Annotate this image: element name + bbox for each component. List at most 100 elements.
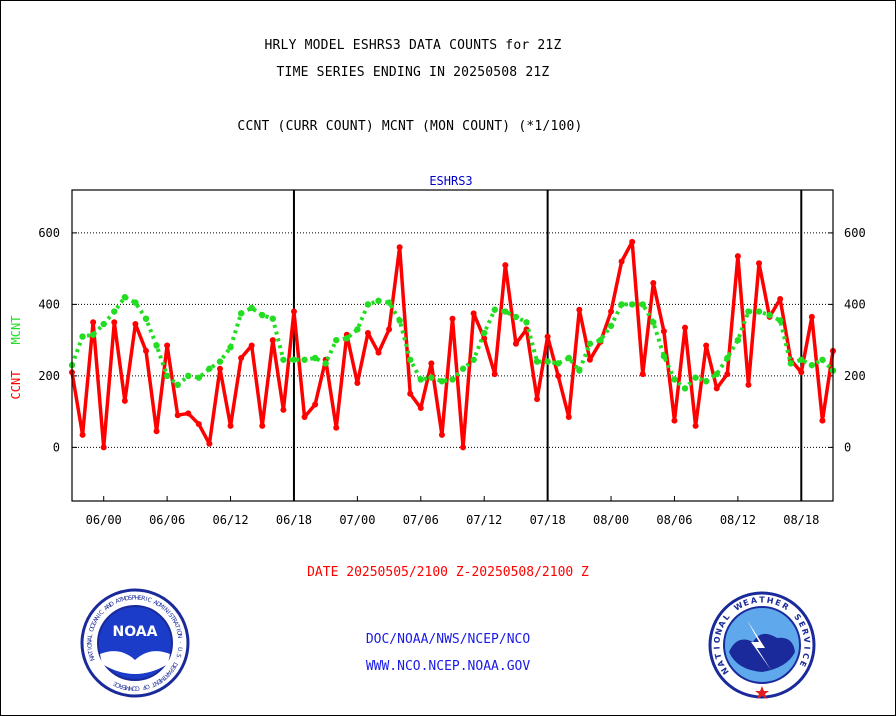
noaa-ring-char: P — [132, 594, 136, 601]
noaa-ring-char: N — [89, 655, 97, 662]
x-tick-label: 07/00 — [339, 513, 375, 527]
noaa-ring-char: S — [174, 653, 182, 659]
ccnt-data-point — [417, 405, 424, 412]
noaa-ring-char: O — [144, 682, 151, 690]
mcnt-data-point — [681, 385, 689, 392]
mcnt-data-point — [163, 372, 171, 380]
ccnt-data-point — [280, 406, 287, 413]
mcnt-data-point — [269, 315, 277, 322]
ccnt-data-point — [555, 372, 562, 379]
ccnt-data-point — [618, 258, 625, 265]
noaa-ring-char: R — [118, 682, 124, 690]
noaa-ring-char: S — [167, 612, 175, 619]
ccnt-data-point — [608, 308, 615, 315]
noaa-ring-char: M — [158, 675, 166, 684]
noaa-ring-char: H — [134, 594, 139, 601]
mcnt-data-point — [702, 378, 710, 385]
noaa-ring-char: E — [138, 595, 143, 602]
noaa-ring-char: A — [88, 651, 96, 658]
y-axis-label-mcnt: MCNT — [9, 316, 23, 345]
ccnt-data-point — [491, 371, 498, 378]
noaa-ring-char: T — [160, 673, 168, 682]
noaa-ring-char: C — [98, 609, 106, 617]
mcnt-data-point — [808, 361, 816, 369]
ccnt-data-point — [386, 326, 393, 333]
mcnt-data-point — [766, 311, 773, 319]
mcnt-data-point — [153, 342, 160, 349]
noaa-ring-char: I — [96, 612, 103, 618]
nws-ring-char: T — [759, 596, 765, 605]
nws-ring-char: E — [742, 598, 750, 608]
noaa-ring-char: N — [153, 679, 160, 687]
noaa-ring-char: R — [163, 671, 171, 679]
noaa-ring-char: N — [94, 614, 102, 622]
mcnt-data-point — [724, 354, 731, 362]
nws-ring-char: C — [801, 652, 811, 660]
nws-ring-char: I — [802, 646, 811, 650]
ccnt-data-point — [544, 333, 551, 340]
noaa-ring-char: T — [150, 680, 157, 688]
ccnt-data-point — [164, 342, 171, 349]
mcnt-data-point — [301, 356, 308, 363]
ccnt-data-point — [629, 238, 636, 245]
mcnt-data-point — [195, 374, 203, 381]
noaa-ring-char: A — [152, 599, 160, 608]
mcnt-data-point — [660, 353, 668, 360]
ccnt-data-point — [481, 335, 488, 342]
nws-ring-char: A — [750, 596, 759, 606]
ccnt-data-point — [301, 413, 308, 420]
nws-ring-char: A — [717, 619, 728, 629]
mcnt-data-point — [89, 331, 97, 338]
mcnt-data-point — [343, 335, 351, 342]
ccnt-data-point — [512, 340, 519, 347]
noaa-ring-char: . — [175, 651, 182, 654]
ccnt-data-point — [734, 253, 741, 260]
nws-ring-char: R — [780, 601, 790, 612]
ccnt-data-point — [703, 342, 710, 349]
mcnt-data-point — [819, 356, 826, 363]
noaa-ring-char: D — [108, 600, 116, 609]
ccnt-data-point — [534, 396, 541, 403]
plot-frame — [71, 189, 834, 502]
ccnt-data-point — [724, 371, 731, 378]
mcnt-data-point — [311, 354, 319, 362]
noaa-ring-char: A — [87, 636, 94, 642]
mcnt-data-point — [565, 354, 572, 362]
ccnt-data-point — [682, 324, 689, 331]
mcnt-data-point — [798, 356, 805, 363]
noaa-ring-char: I — [145, 596, 149, 603]
noaa-ring-char: D — [155, 600, 163, 609]
noaa-ring-char: T — [173, 623, 181, 630]
ccnt-data-point — [364, 329, 371, 336]
mcnt-data-point — [280, 356, 287, 363]
noaa-ring-char: N — [162, 606, 170, 614]
mcnt-data-point — [787, 360, 794, 367]
mcnt-data-point — [544, 358, 551, 365]
mcnt-data-point — [417, 376, 424, 383]
ccnt-data-point — [142, 347, 149, 354]
noaa-ring-char: C — [135, 684, 140, 691]
noaa-ring-char: F — [141, 683, 146, 691]
mcnt-data-point — [364, 301, 372, 308]
ccnt-data-point — [248, 342, 255, 349]
nws-ring-char: H — [766, 596, 774, 606]
y-tick-label-left: 0 — [53, 440, 60, 454]
noaa-ring-char: U — [176, 646, 184, 651]
ccnt-data-point — [745, 381, 752, 388]
ccnt-data-point — [333, 424, 340, 431]
noaa-ring-char: A — [92, 616, 101, 624]
noaa-ring-char: M — [120, 595, 127, 603]
mcnt-data-point — [142, 315, 150, 322]
mcnt-data-point — [692, 374, 699, 381]
mcnt-data-point — [185, 372, 192, 380]
nws-ring-char: T — [713, 652, 723, 660]
x-tick-label: 08/18 — [783, 513, 819, 527]
mcnt-data-point — [607, 322, 615, 330]
noaa-ring-char: I — [174, 628, 181, 632]
mcnt-data-point — [132, 299, 139, 306]
noaa-ring-char: C — [146, 596, 152, 604]
